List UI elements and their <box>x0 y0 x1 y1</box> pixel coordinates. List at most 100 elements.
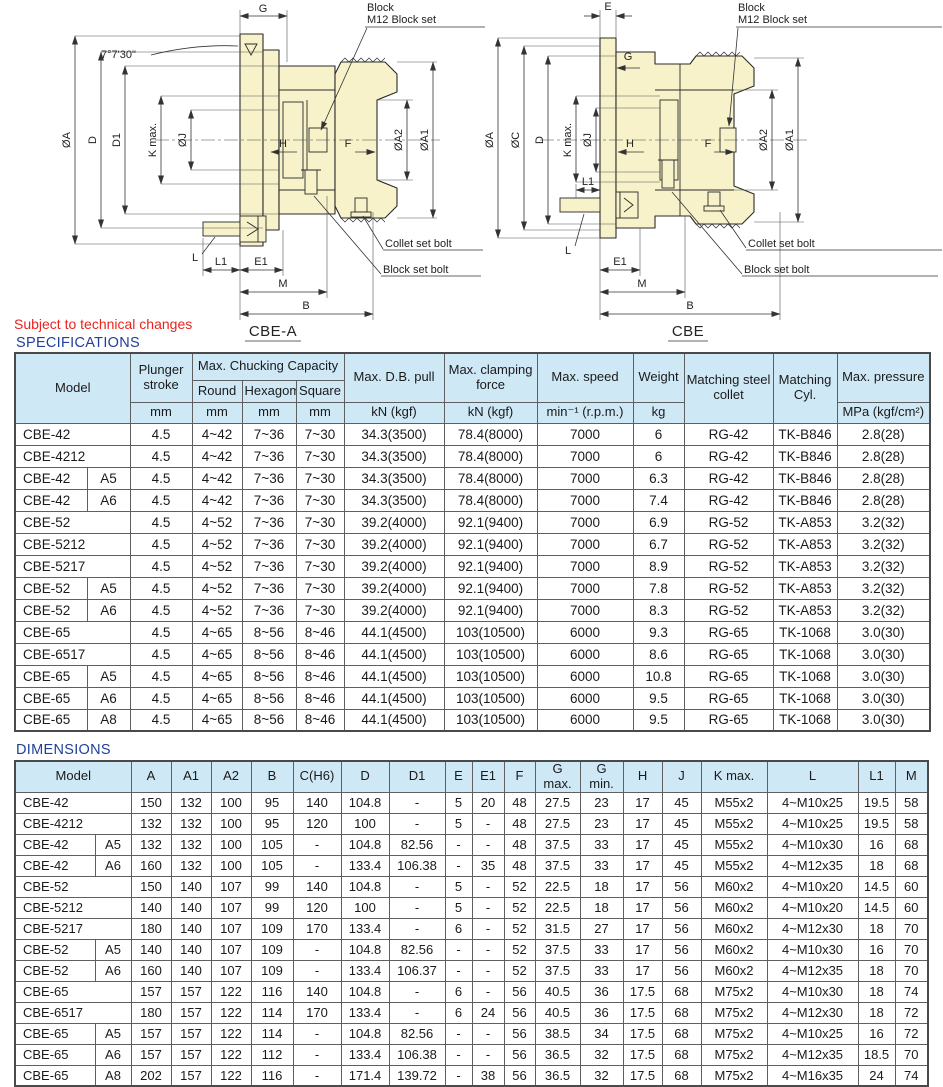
value-cell: 157 <box>170 1001 212 1024</box>
value-cell: 8~46 <box>295 620 345 644</box>
value-cell: TK-1068 <box>772 664 838 688</box>
value-cell: 4~M12x35 <box>766 959 859 982</box>
value-cell: - <box>292 854 342 877</box>
dim-header-c: C(H6) <box>292 760 342 793</box>
value-cell: 17 <box>622 833 663 856</box>
value-cell: 7000 <box>536 488 634 512</box>
header-matching-collet: Matching steel collet <box>683 352 774 424</box>
collet-set-bolt-part <box>703 191 725 212</box>
table-row: CBE-65 A6 4.5 4~65 8~56 8~46 44.1(4500) 103(105… <box>14 686 931 710</box>
value-cell: - <box>471 833 505 856</box>
value-cell: 78.4(8000) <box>443 444 538 468</box>
value-cell: 8~56 <box>241 620 297 644</box>
value-cell: 56 <box>503 1022 536 1045</box>
callout-collet-set-bolt: Collet set bolt <box>748 238 815 250</box>
suffix-cell: A6 <box>94 854 132 877</box>
value-cell: 17.5 <box>622 980 663 1003</box>
value-cell: M75x2 <box>700 1064 768 1087</box>
value-cell: 8.9 <box>632 554 685 578</box>
value-cell: 34.3(3500) <box>343 422 445 446</box>
value-cell: 4~52 <box>191 532 243 556</box>
dim-label-l: L <box>192 252 198 264</box>
dim-label-kmax: K max. <box>562 123 574 157</box>
value-cell: 104.8 <box>340 938 390 961</box>
value-cell: 157 <box>170 1064 212 1087</box>
value-cell: 70 <box>894 938 929 961</box>
value-cell: 6000 <box>536 642 634 666</box>
value-cell: 140 <box>170 917 212 940</box>
value-cell: 36.5 <box>534 1064 581 1087</box>
table-row: CBE-5212 140 140 107 99 120 100-5-52 22.5 18 17 56… <box>14 896 929 919</box>
value-cell: 17.5 <box>622 1064 663 1087</box>
value-cell: 56 <box>661 959 702 982</box>
value-cell: 6.9 <box>632 510 685 534</box>
table-row: CBE-52 A6 4.5 4~52 7~36 7~30 39.2(4000) 92.1(94… <box>14 598 931 622</box>
header-chucking-capacity: Max. Chucking Capacity <box>191 352 345 381</box>
value-cell: 16 <box>857 833 896 856</box>
value-cell: 4~M10x25 <box>766 812 859 835</box>
value-cell: 74 <box>894 980 929 1003</box>
value-cell: 109 <box>250 917 294 940</box>
value-cell: 170 <box>292 917 342 940</box>
value-cell: 157 <box>170 980 212 1003</box>
dims-table-body: CBE-42 150 132 100 95 140 104.8-5 20 48 27.5 23 17 4… <box>14 791 929 1087</box>
value-cell: 18 <box>579 896 624 919</box>
model-cell: CBE-65 <box>14 1022 96 1045</box>
model-cell: CBE-65 <box>14 980 132 1003</box>
value-cell: 34.3(3500) <box>343 466 445 490</box>
value-cell: 2.8(28) <box>836 466 931 490</box>
value-cell: 3.0(30) <box>836 708 931 732</box>
value-cell: 24 <box>857 1064 896 1087</box>
value-cell: 40.5 <box>534 980 581 1003</box>
dim-label-oa2: ØA2 <box>393 129 405 151</box>
value-cell: - <box>471 917 505 940</box>
callout-block-set-bolt: Block set bolt <box>383 264 448 276</box>
value-cell: - <box>471 959 505 982</box>
value-cell: 157 <box>130 1022 172 1045</box>
dim-header-l: L <box>766 760 859 793</box>
value-cell: M60x2 <box>700 938 768 961</box>
value-cell: 44.1(4500) <box>343 642 445 666</box>
value-cell: 106.37 <box>388 959 446 982</box>
value-cell: 52 <box>503 959 536 982</box>
value-cell: 132 <box>170 812 212 835</box>
value-cell: 17 <box>622 896 663 919</box>
value-cell: 39.2(4000) <box>343 510 445 534</box>
value-cell: 22.5 <box>534 875 581 898</box>
dim-header-model: Model <box>14 760 132 793</box>
value-cell: - <box>388 980 446 1003</box>
value-cell: 107 <box>210 896 252 919</box>
value-cell: 4.5 <box>129 510 193 534</box>
value-cell: 44.1(4500) <box>343 664 445 688</box>
value-cell: 157 <box>170 1043 212 1066</box>
header-max-speed: Max. speed <box>536 352 634 403</box>
model-cell: CBE-4212 <box>14 812 132 835</box>
value-cell: 4.5 <box>129 686 193 710</box>
model-cell: CBE-6517 <box>14 642 131 666</box>
value-cell: 18 <box>857 959 896 982</box>
value-cell: 6000 <box>536 708 634 732</box>
value-cell: 107 <box>210 959 252 982</box>
unit-mm: mm <box>241 401 297 424</box>
value-cell: 7~30 <box>295 598 345 622</box>
value-cell: 106.38 <box>388 854 446 877</box>
value-cell: RG-42 <box>683 488 774 512</box>
value-cell: 17 <box>622 791 663 814</box>
value-cell: - <box>444 833 473 856</box>
dim-label-kmax: K max. <box>147 123 159 157</box>
table-row: CBE-5217 4.5 4~52 7~36 7~30 39.2(4000) 92.1(94… <box>14 554 931 578</box>
value-cell: 4.5 <box>129 554 193 578</box>
value-cell: 52 <box>503 917 536 940</box>
dim-header-f: F <box>503 760 536 793</box>
value-cell: 52 <box>503 938 536 961</box>
value-cell: 4~M10x30 <box>766 980 859 1003</box>
value-cell: 133.4 <box>340 1043 390 1066</box>
value-cell: 68 <box>661 1064 702 1087</box>
dim-header-a2: A2 <box>210 760 252 793</box>
value-cell: 14.5 <box>857 896 896 919</box>
drawing-title-cbe-a: CBE-A <box>249 323 297 340</box>
value-cell: - <box>444 854 473 877</box>
table-row: CBE-52 A5 4.5 4~52 7~36 7~30 39.2(4000) 92.1(94… <box>14 576 931 600</box>
value-cell: 33 <box>579 938 624 961</box>
value-cell: 4~65 <box>191 664 243 688</box>
